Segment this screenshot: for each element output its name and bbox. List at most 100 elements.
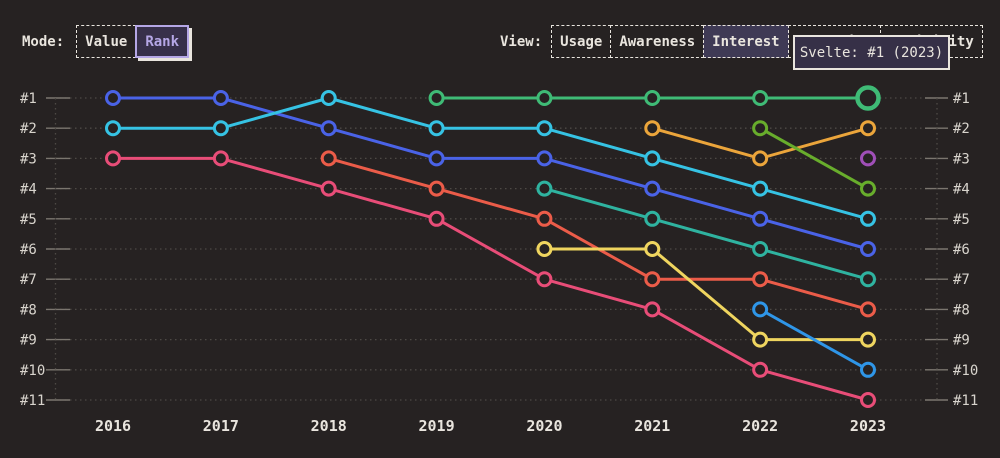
data-point-teal-2023[interactable] bbox=[859, 271, 876, 288]
data-point-salmon-2018[interactable] bbox=[320, 150, 337, 167]
highlighted-data-point-svelte-green-2023[interactable] bbox=[855, 85, 881, 111]
rank-label-right: #2 bbox=[953, 121, 970, 137]
year-label: 2018 bbox=[311, 417, 347, 435]
year-label: 2020 bbox=[526, 417, 562, 435]
mode-label: Mode: bbox=[22, 33, 65, 50]
data-point-cyan-2023[interactable] bbox=[859, 210, 876, 227]
rank-label-left: #8 bbox=[20, 302, 37, 318]
view-button-interest[interactable]: Interest bbox=[703, 25, 789, 58]
data-point-teal-2020[interactable] bbox=[536, 180, 553, 197]
data-point-pink-2018[interactable] bbox=[320, 180, 337, 197]
view-button-awareness[interactable]: Awareness bbox=[610, 25, 705, 58]
year-label: 2017 bbox=[203, 417, 239, 435]
year-label: 2019 bbox=[419, 417, 455, 435]
rank-label-right: #7 bbox=[953, 272, 970, 288]
rank-label-right: #1 bbox=[953, 91, 970, 107]
rank-label-left: #2 bbox=[20, 121, 37, 137]
data-point-salmon-2019[interactable] bbox=[428, 180, 445, 197]
rank-label-left: #7 bbox=[20, 272, 37, 288]
data-point-cyan-2020[interactable] bbox=[536, 120, 553, 137]
rank-label-left: #11 bbox=[20, 393, 45, 409]
series-line-cyan bbox=[111, 96, 870, 221]
rank-label-left: #3 bbox=[20, 151, 37, 167]
data-point-yellow-2021[interactable] bbox=[644, 241, 661, 257]
rank-label-right: #10 bbox=[953, 363, 978, 379]
data-point-grass-green-2023[interactable] bbox=[859, 180, 876, 197]
data-point-salmon-2023[interactable] bbox=[859, 301, 876, 318]
rank-label-right: #11 bbox=[953, 393, 978, 409]
rank-label-left: #5 bbox=[20, 212, 37, 228]
year-label: 2023 bbox=[850, 417, 886, 435]
data-point-pink-2017[interactable] bbox=[212, 150, 229, 167]
data-point-orange-2022[interactable] bbox=[752, 150, 769, 167]
data-point-cyan-2016[interactable] bbox=[105, 120, 121, 137]
series-line-royal-blue bbox=[111, 96, 870, 251]
rank-label-left: #4 bbox=[20, 182, 37, 198]
year-label: 2022 bbox=[742, 417, 778, 435]
rank-label-left: #9 bbox=[20, 333, 37, 349]
data-point-yellow-2023[interactable] bbox=[859, 331, 876, 348]
data-point-pink-2020[interactable] bbox=[536, 271, 553, 288]
data-point-cyan-2019[interactable] bbox=[428, 120, 445, 137]
mode-control: Mode: Value Rank bbox=[22, 25, 190, 58]
data-point-pink-2016[interactable] bbox=[105, 150, 121, 167]
data-point-teal-2022[interactable] bbox=[752, 241, 769, 257]
data-point-pink-2021[interactable] bbox=[644, 301, 661, 318]
data-point-svelte-green-2020[interactable] bbox=[536, 90, 553, 106]
data-point-royal-blue-2021[interactable] bbox=[644, 180, 661, 197]
data-point-svelte-green-2022[interactable] bbox=[752, 90, 769, 106]
rank-label-right: #3 bbox=[953, 151, 970, 167]
data-point-royal-blue-2019[interactable] bbox=[428, 150, 445, 167]
data-point-purple-2023[interactable] bbox=[859, 150, 876, 167]
data-point-grass-green-2022[interactable] bbox=[752, 120, 769, 137]
data-point-salmon-2020[interactable] bbox=[536, 210, 553, 227]
mode-button-group: Value Rank bbox=[76, 25, 190, 58]
rank-label-right: #6 bbox=[953, 242, 970, 258]
data-point-pink-2023[interactable] bbox=[859, 392, 876, 408]
rank-label-right: #4 bbox=[953, 182, 970, 198]
data-point-salmon-2022[interactable] bbox=[752, 271, 769, 288]
data-point-svelte-green-2019[interactable] bbox=[428, 90, 445, 106]
data-point-royal-blue-2018[interactable] bbox=[320, 120, 337, 137]
data-point-cyan-2022[interactable] bbox=[752, 180, 769, 197]
data-point-pink-2022[interactable] bbox=[752, 361, 769, 378]
data-point-svelte-green-2021[interactable] bbox=[644, 90, 661, 106]
rank-label-right: #9 bbox=[953, 333, 970, 349]
data-point-royal-blue-2022[interactable] bbox=[752, 210, 769, 227]
data-point-cyan-2021[interactable] bbox=[644, 150, 661, 167]
data-point-royal-blue-2016[interactable] bbox=[105, 90, 121, 106]
series-line-salmon bbox=[327, 156, 870, 311]
data-point-royal-blue-2017[interactable] bbox=[212, 90, 229, 106]
rank-label-right: #5 bbox=[953, 212, 970, 228]
data-point-cyan-2017[interactable] bbox=[212, 120, 229, 137]
data-point-dodger-blue-2023[interactable] bbox=[859, 361, 876, 378]
rank-label-left: #6 bbox=[20, 242, 37, 258]
mode-button-value[interactable]: Value bbox=[76, 25, 137, 58]
data-point-pink-2019[interactable] bbox=[428, 210, 445, 227]
tooltip-text: Svelte: #1 (2023) bbox=[799, 44, 944, 61]
series-line-grass-green bbox=[758, 126, 870, 191]
rank-label-left: #1 bbox=[20, 91, 37, 107]
series-line-dodger-blue bbox=[758, 307, 870, 372]
data-point-orange-2023[interactable] bbox=[859, 120, 876, 137]
tooltip: Svelte: #1 (2023) bbox=[793, 35, 950, 70]
data-point-yellow-2022[interactable] bbox=[752, 331, 769, 348]
data-point-cyan-2018[interactable] bbox=[320, 90, 337, 106]
year-label: 2021 bbox=[634, 417, 670, 435]
view-button-usage[interactable]: Usage bbox=[551, 25, 612, 58]
series-line-teal bbox=[542, 187, 870, 281]
data-point-yellow-2020[interactable] bbox=[536, 241, 553, 257]
data-point-teal-2021[interactable] bbox=[644, 210, 661, 227]
rank-label-left: #10 bbox=[20, 363, 45, 379]
data-point-royal-blue-2023[interactable] bbox=[859, 241, 876, 257]
series-line-pink bbox=[111, 156, 870, 402]
bump-chart: #1 #1 #2 #2 #3 #3 #4 #4 #5 #5 #6 #6 #7 #7 #8 #8 #9 #9 #10 #… bbox=[20, 85, 978, 435]
year-label: 2016 bbox=[95, 417, 131, 435]
data-point-dodger-blue-2022[interactable] bbox=[752, 301, 769, 318]
data-point-orange-2021[interactable] bbox=[644, 120, 661, 137]
data-point-salmon-2021[interactable] bbox=[644, 271, 661, 288]
data-point-royal-blue-2020[interactable] bbox=[536, 150, 553, 167]
view-label: View: bbox=[500, 33, 543, 50]
mode-button-rank[interactable]: Rank bbox=[135, 25, 190, 58]
